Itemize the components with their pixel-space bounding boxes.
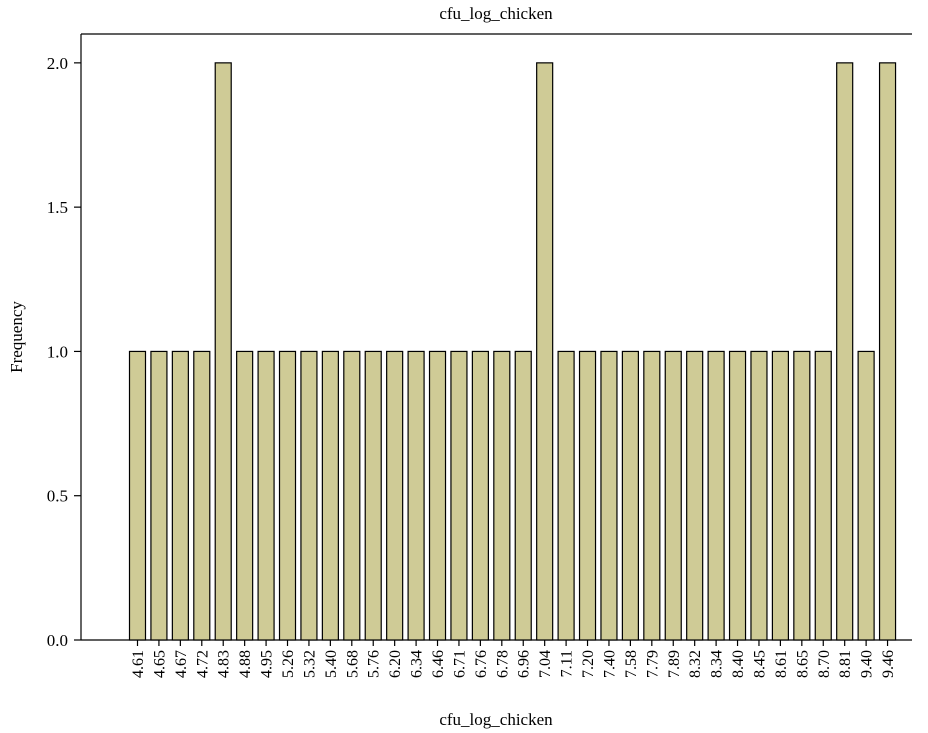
y-tick-label: 0.0 xyxy=(47,631,68,650)
y-axis-ticks: 0.0 0.5 1.0 1.5 2.0 xyxy=(47,54,81,650)
x-tick-label: 8.34 xyxy=(709,650,726,678)
bar-6.71 xyxy=(450,350,468,641)
bar-8.32 xyxy=(686,350,704,641)
x-tick-label: 9.46 xyxy=(880,650,897,678)
x-tick-label: 6.96 xyxy=(516,650,533,678)
x-tick-label: 6.76 xyxy=(473,650,490,678)
bar-4.83 xyxy=(214,62,232,641)
bar-7.11 xyxy=(557,350,575,641)
bar-4.65 xyxy=(150,350,168,641)
y-tick-label: 1.5 xyxy=(47,198,68,217)
y-tick-label: 2.0 xyxy=(47,54,68,73)
bar-5.76 xyxy=(364,350,382,641)
x-tick-label: 8.70 xyxy=(816,650,833,678)
x-axis-ticks: 4.61 4.65 4.67 4.72 4.83 4.88 4.95 5.26 5.32 5.40… xyxy=(130,640,897,678)
bar-8.45 xyxy=(750,350,768,641)
x-tick-label: 8.65 xyxy=(794,650,811,678)
x-tick-label: 7.89 xyxy=(666,650,683,678)
x-tick-label: 8.61 xyxy=(773,650,790,678)
bar-8.81 xyxy=(836,62,854,641)
x-tick-label: 7.58 xyxy=(623,650,640,678)
x-tick-label: 7.79 xyxy=(644,650,661,678)
chart-title: cfu_log_chicken xyxy=(439,4,553,23)
bar-6.34 xyxy=(407,350,425,641)
bar-9.40 xyxy=(857,350,875,641)
x-tick-label: 6.20 xyxy=(387,650,404,678)
bar-6.76 xyxy=(471,350,489,641)
y-tick-label: 1.0 xyxy=(47,342,68,361)
bar-7.58 xyxy=(621,350,639,641)
x-tick-label: 6.71 xyxy=(451,650,468,678)
bar-5.68 xyxy=(343,350,361,641)
bar-7.20 xyxy=(578,350,597,641)
x-tick-label: 6.46 xyxy=(430,650,447,678)
bar-7.89 xyxy=(664,350,682,641)
bar-5.26 xyxy=(278,350,297,641)
x-tick-label: 4.67 xyxy=(173,650,190,678)
x-tick-label: 8.40 xyxy=(730,650,747,678)
y-tick-label: 0.5 xyxy=(47,487,68,506)
bar-4.72 xyxy=(193,350,211,641)
x-tick-label: 8.45 xyxy=(751,650,768,678)
bar-6.78 xyxy=(493,350,511,641)
x-axis-label: cfu_log_chicken xyxy=(439,710,553,729)
x-tick-label: 5.68 xyxy=(344,650,361,678)
x-tick-label: 4.95 xyxy=(259,650,276,678)
bar-7.04 xyxy=(536,62,554,641)
x-tick-label: 5.26 xyxy=(280,650,297,678)
bar-7.40 xyxy=(600,350,618,641)
x-tick-label: 7.20 xyxy=(580,650,597,678)
x-tick-label: 5.32 xyxy=(301,650,318,678)
bar-4.61 xyxy=(128,350,147,641)
bar-8.70 xyxy=(814,350,832,641)
bar-5.40 xyxy=(321,350,339,641)
x-tick-label: 6.34 xyxy=(409,650,426,678)
bars-group xyxy=(128,62,897,641)
bar-6.96 xyxy=(514,350,532,641)
bar-6.20 xyxy=(386,350,404,641)
x-tick-label: 8.81 xyxy=(837,650,854,678)
x-tick-label: 7.40 xyxy=(601,650,618,678)
bar-8.40 xyxy=(728,350,747,641)
bar-5.32 xyxy=(300,350,318,641)
bar-8.34 xyxy=(707,350,725,641)
x-tick-label: 9.40 xyxy=(859,650,876,678)
bar-6.46 xyxy=(428,350,447,641)
bar-9.46 xyxy=(878,62,897,641)
y-axis-label: Frequency xyxy=(7,301,26,373)
x-tick-label: 8.32 xyxy=(687,650,704,678)
bar-8.61 xyxy=(771,350,790,641)
x-tick-label: 4.61 xyxy=(130,650,147,678)
bar-4.88 xyxy=(236,350,254,641)
x-tick-label: 5.76 xyxy=(366,650,383,678)
x-tick-label: 6.78 xyxy=(494,650,511,678)
x-tick-label: 5.40 xyxy=(323,650,340,678)
bar-7.79 xyxy=(643,350,661,641)
x-tick-label: 4.72 xyxy=(194,650,211,678)
x-tick-label: 4.83 xyxy=(216,650,233,678)
x-tick-label: 4.88 xyxy=(237,650,254,678)
bar-8.65 xyxy=(793,350,811,641)
bar-4.95 xyxy=(257,350,275,641)
x-tick-label: 7.11 xyxy=(559,650,576,677)
bar-4.67 xyxy=(171,350,189,641)
x-tick-label: 7.04 xyxy=(537,650,554,678)
x-tick-label: 4.65 xyxy=(151,650,168,678)
